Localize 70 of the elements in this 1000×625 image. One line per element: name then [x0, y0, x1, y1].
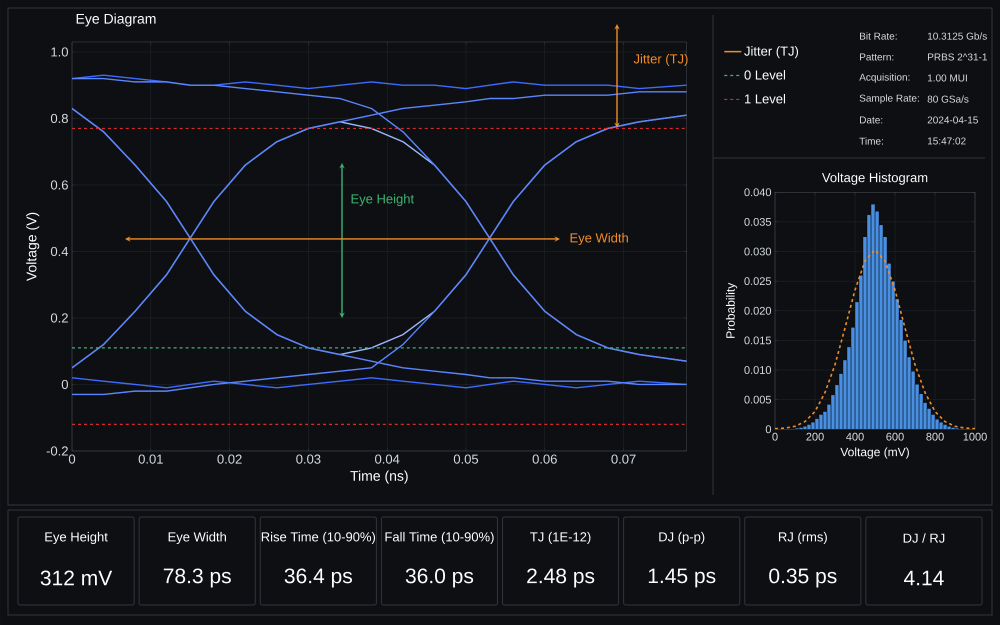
text: Pattern:	[860, 54, 894, 60]
x-tick-label: 0.05	[454, 454, 478, 464]
text: Sample Rate:	[860, 94, 919, 104]
text: DJ / RJ	[904, 533, 944, 543]
y-axis-title: Probability	[726, 282, 738, 338]
x-tick-label: 1000	[964, 432, 987, 441]
text: Eye Width	[168, 532, 226, 544]
y-tick-label: 0.010	[744, 366, 772, 374]
y-tick-label: 0.030	[744, 248, 772, 256]
text: PRBS 2^31-1	[928, 53, 987, 61]
x-tick-label: 0.07	[611, 454, 636, 464]
y-tick-label: 0	[62, 380, 68, 390]
text: 2024-04-15	[928, 116, 978, 124]
legend-label: 0 Level	[744, 70, 786, 80]
text: 36.0 ps	[406, 568, 474, 588]
x-tick-label: 0.01	[138, 454, 163, 464]
x-axis-title: Voltage (mV)	[840, 447, 909, 459]
y-tick-label: 0.005	[744, 396, 772, 404]
y-tick-label: 0.015	[744, 336, 772, 344]
text: 10.3125 Gb/s	[928, 32, 987, 40]
y-tick-label: 0.2	[50, 313, 68, 323]
y-tick-label: 0.025	[744, 277, 772, 286]
text: Rise Time (10-90%)	[262, 532, 376, 544]
text: Fall Time (10-90%)	[385, 532, 494, 544]
x-tick-label: 0.04	[375, 454, 400, 464]
text: 80 GSa/s	[928, 95, 969, 103]
x-tick-label: 800	[926, 432, 944, 441]
y-tick-label: 0.040	[744, 188, 772, 196]
x-axis-title: Time (ns)	[350, 470, 408, 484]
text: 1.00 MUI	[928, 74, 967, 82]
x-tick-label: 0	[772, 432, 778, 441]
y-tick-label: 0	[766, 425, 772, 434]
y-axis-title: Voltage (V)	[26, 212, 40, 282]
chart-title: Eye Diagram	[76, 13, 156, 26]
y-tick-label: 0.4	[50, 246, 68, 256]
y-tick-label: -0.2	[46, 446, 68, 456]
text: Time:	[859, 137, 883, 145]
annotation: Eye Height	[352, 194, 414, 206]
y-tick-label: 0.020	[744, 306, 772, 315]
text: Jitter (TJ)	[744, 46, 798, 58]
text: TJ (1E-12)	[530, 532, 590, 544]
text: DJ (p-p)	[659, 532, 704, 544]
text: 1.45 ps	[648, 568, 716, 588]
y-tick-label: 0.035	[744, 218, 772, 226]
x-tick-label: 600	[886, 432, 904, 441]
chart-title: Voltage Histogram	[822, 172, 928, 185]
text: Acquisition:	[859, 73, 910, 83]
y-tick-label: 0.8	[50, 114, 68, 124]
text: Date:	[860, 116, 882, 124]
text: 15:47:02	[928, 137, 966, 145]
x-tick-label: 0.06	[532, 454, 557, 464]
y-tick-label: 1.0	[51, 47, 68, 57]
y-tick-label: 0.6	[50, 180, 68, 190]
annotation: Eye Width	[570, 232, 628, 246]
x-tick-label: 0.03	[296, 454, 320, 464]
text: Eye Height	[45, 532, 108, 544]
x-tick-label: 400	[846, 432, 864, 441]
x-tick-label: 200	[806, 432, 824, 441]
text: Bit Rate:	[860, 32, 897, 40]
text: 4.14	[904, 570, 944, 586]
x-tick-label: 0.02	[217, 454, 242, 464]
text: 2.48 ps	[527, 568, 594, 588]
text: 78.3 ps	[164, 568, 231, 588]
text: RJ (rms)	[778, 532, 827, 544]
annotation: Jitter (TJ)	[634, 54, 688, 66]
text: 312 mV	[40, 570, 112, 586]
text: 36.4 ps	[284, 568, 352, 588]
text: 0.35 ps	[769, 568, 836, 588]
x-tick-label: 0	[68, 454, 76, 464]
legend-label: 1 Level	[744, 94, 786, 104]
